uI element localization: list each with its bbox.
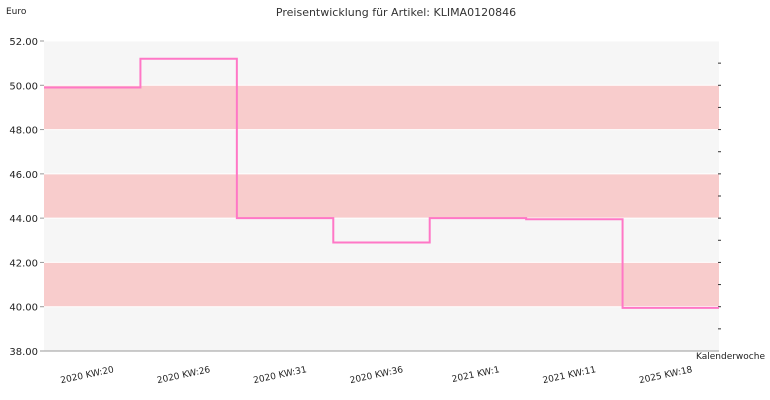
y-tick-label-4: 46.00 [9, 170, 38, 181]
chart-title: Preisentwicklung für Artikel: KLIMA01208… [276, 6, 516, 19]
x-axis-ticks: 2020 KW:20 2020 KW:26 2020 KW:31 2020 KW:36… [60, 365, 694, 386]
y-tick-label-1: 40.00 [9, 303, 38, 314]
y-tick-label-2: 42.00 [9, 258, 38, 269]
band-0 [44, 262, 719, 307]
y-tick-label-3: 44.00 [9, 214, 38, 225]
y-axis-ticks: 38.00 40.00 42.00 44.00 46.00 48.00 50.00 52.00 [9, 37, 44, 358]
band-2 [44, 85, 719, 130]
x-tick-label-2: 2020 KW:31 [253, 365, 308, 386]
series-line-0 [44, 57, 719, 309]
price-series [44, 57, 719, 309]
band-1 [44, 173, 719, 219]
y-tick-label-6: 50.00 [9, 81, 38, 92]
x-tick-label-5: 2021 KW:11 [542, 365, 597, 386]
right-axis-ticks [718, 62, 721, 330]
y-tick-label-5: 48.00 [9, 126, 38, 137]
background-bands [44, 85, 719, 307]
x-tick-label-4: 2021 KW:1 [451, 365, 501, 385]
y-tick-label-0: 38.00 [9, 347, 38, 358]
x-axis-label: Kalenderwoche [696, 352, 765, 362]
x-tick-label-3: 2020 KW:36 [349, 365, 404, 386]
y-tick-label-7: 52.00 [9, 37, 38, 48]
x-tick-label-6: 2025 KW:18 [638, 365, 693, 386]
x-tick-label-0: 2020 KW:20 [60, 365, 115, 386]
y-axis-unit-label: Euro [6, 7, 27, 17]
x-tick-label-1: 2020 KW:26 [156, 365, 211, 386]
